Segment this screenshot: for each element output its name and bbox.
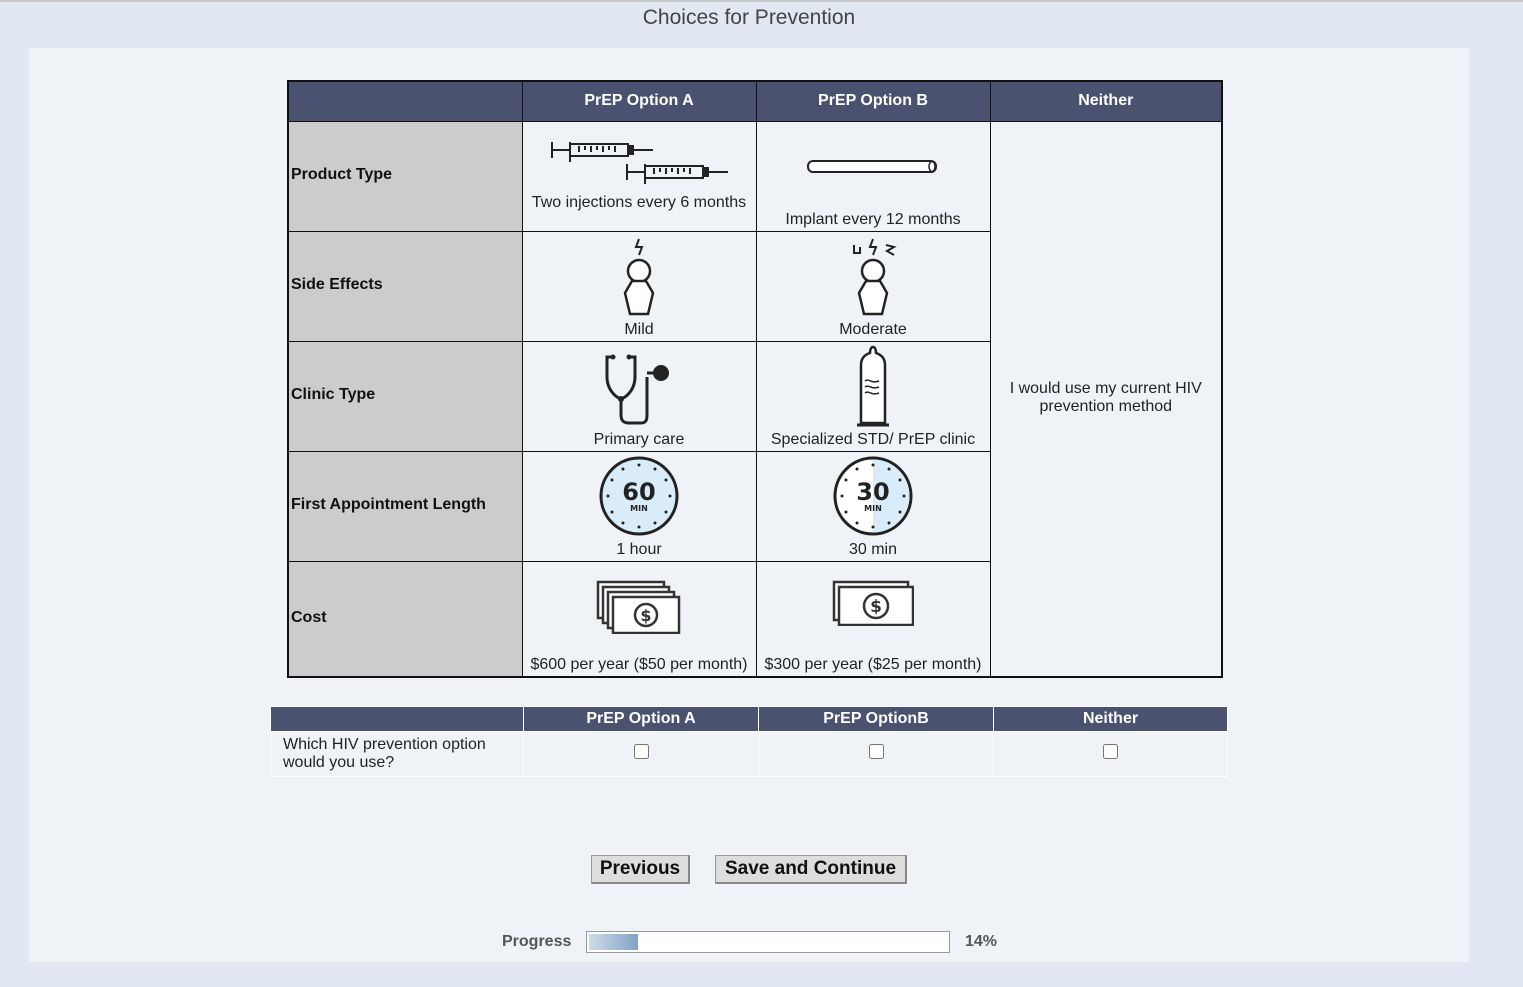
option-a-checkbox[interactable] [633, 744, 649, 759]
survey-panel: PrEP Option A PrEP Option B Neither Prod… [29, 48, 1469, 962]
timer-unit: MIN [864, 504, 882, 513]
timer-number: 30 [856, 478, 889, 506]
stethoscope-icon [605, 354, 669, 424]
cell-b-text: Specialized STD/ PrEP clinic [770, 430, 976, 448]
q-header-empty [270, 706, 524, 732]
progress-value: 14% [965, 933, 998, 950]
header-empty [287, 80, 523, 122]
cell-a: Primary care [521, 340, 757, 452]
cell-a: $ $600 per year ($50 per month) [521, 560, 757, 678]
question-table: PrEP Option A PrEP OptionB Neither Which… [270, 706, 1228, 777]
cell-a-text: $600 per year ($50 per month) [530, 656, 748, 673]
row-label: Cost [287, 560, 523, 678]
cell-b: Moderate [755, 230, 991, 342]
q-cell-b [758, 731, 994, 777]
cell-b-text: Moderate [839, 320, 907, 338]
cell-b: Specialized STD/ PrEP clinic [755, 340, 991, 452]
previous-button[interactable]: Previous [591, 855, 690, 884]
syringes-icon [551, 141, 728, 184]
q-header-option-b: PrEP OptionB [758, 706, 994, 732]
cell-a: Two injections every 6 months [521, 120, 757, 232]
row-label: First Appointment Length [287, 450, 523, 562]
choice-table: PrEP Option A PrEP Option B Neither Prod… [287, 80, 1223, 678]
q-cell-a [523, 731, 759, 777]
cell-b: $ $300 per year ($25 per month) [755, 560, 991, 678]
question-text: Which HIV prevention option would you us… [270, 731, 524, 777]
cell-b: Implant every 12 months [755, 120, 991, 232]
cell-a-text: 1 hour [616, 540, 662, 558]
money-stack-icon: $ [596, 580, 681, 634]
cell-b-text: 30 min [848, 540, 898, 558]
header-neither: Neither [989, 80, 1223, 122]
money-icon: $ [832, 580, 914, 626]
progress-bar [586, 931, 950, 953]
svg-text:$: $ [870, 597, 882, 617]
person-mild-icon [623, 238, 655, 315]
timer-unit: MIN [630, 504, 648, 513]
row-label: Clinic Type [287, 340, 523, 452]
cell-a: 60 MIN 1 hour [521, 450, 757, 562]
person-moderate-icon [853, 238, 897, 315]
cell-b-text: Implant every 12 months [785, 210, 961, 228]
page-title: Choices for Prevention [642, 6, 856, 29]
cell-b: 30 MIN 30 min [755, 450, 991, 562]
row-label: Product Type [287, 120, 523, 232]
q-header-option-a: PrEP Option A [523, 706, 759, 732]
cell-a: Mild [521, 230, 757, 342]
condom-icon [857, 345, 889, 426]
progress-fill [589, 934, 638, 950]
header-option-a: PrEP Option A [521, 80, 757, 122]
cell-a-text: Primary care [593, 430, 685, 448]
timer-number: 60 [622, 478, 655, 506]
neither-checkbox[interactable] [1103, 744, 1118, 759]
svg-text:$: $ [640, 606, 651, 625]
cell-b-text: $300 per year ($25 per month) [764, 656, 982, 673]
save-continue-button[interactable]: Save and Continue [715, 855, 907, 884]
cell-a-text: Two injections every 6 months [531, 193, 747, 211]
neither-cell: I would use my current HIV prevention me… [989, 120, 1223, 678]
cell-a-text: Mild [624, 320, 654, 338]
implant-rod-icon [807, 159, 937, 173]
header-option-b: PrEP Option B [755, 80, 991, 122]
progress-label: Progress [502, 933, 572, 950]
q-header-neither: Neither [993, 706, 1228, 732]
q-cell-neither [993, 731, 1228, 777]
row-label: Side Effects [287, 230, 523, 342]
option-b-checkbox[interactable] [868, 744, 884, 759]
